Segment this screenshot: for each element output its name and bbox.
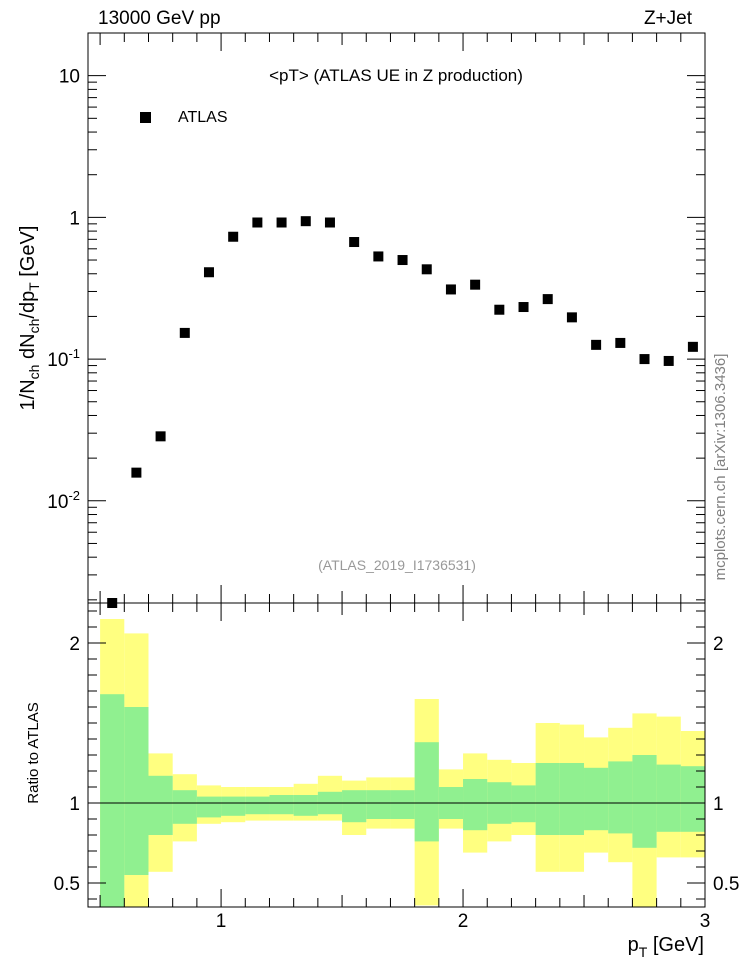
data-point: [518, 302, 529, 313]
x-tick-label: 3: [700, 911, 711, 932]
ratio-band-green-bin: [124, 707, 149, 875]
data-point: [324, 217, 335, 228]
legend-label-atlas: ATLAS: [178, 109, 228, 126]
data-point: [228, 231, 239, 242]
x-tick-label: 1: [216, 911, 227, 932]
data-point: [252, 217, 263, 228]
tick-exponent: -2: [68, 488, 80, 503]
data-point: [397, 255, 408, 266]
ratio-band-green-bin: [390, 790, 415, 819]
ratio-y-tick-label-left: 1: [69, 794, 80, 815]
ratio-band-green-bin: [293, 795, 318, 816]
data-point: [470, 279, 481, 290]
ratio-plot: 0.5 0.5 1 1 2 2 1 2 3 Ratio to ATLAS: [25, 602, 740, 932]
ratio-band-green-bin: [172, 790, 197, 824]
data-point: [203, 267, 214, 278]
ratio-band-green-bin: [535, 763, 560, 835]
main-axis-ticks: [88, 32, 706, 603]
data-point: [639, 354, 650, 365]
side-label: mcplots.cern.ch [arXiv:1306.3436]: [712, 354, 729, 581]
data-point: [566, 312, 577, 323]
main-data-points: [107, 216, 698, 608]
ylabel-part-a: 1/N: [17, 379, 39, 410]
legend-marker-atlas: [140, 112, 151, 123]
ratio-y-tick-label-right: 1: [713, 794, 724, 815]
tick-base: 10: [47, 492, 68, 513]
ratio-axis-ticks: [88, 603, 706, 907]
data-point: [300, 216, 311, 227]
data-point: [276, 217, 287, 228]
ratio-band-green-bin: [366, 790, 391, 819]
ratio-band-green-bin: [100, 694, 125, 907]
analysis-tag: (ATLAS_2019_I1736531): [318, 557, 476, 573]
xlabel-unit: [GeV]: [647, 934, 704, 956]
data-point: [591, 339, 602, 350]
xlabel-main: p: [628, 934, 639, 956]
ylabel-part-e: /dp: [17, 291, 39, 319]
ratio-y-tick-label-left: 0.5: [54, 874, 80, 895]
data-point: [663, 355, 674, 366]
x-axis-label: pT [GeV]: [628, 934, 704, 960]
ratio-band-green-bin: [584, 767, 609, 831]
ratio-band-green-bin: [463, 779, 488, 831]
data-point: [445, 284, 456, 295]
tick-base: 10: [59, 67, 80, 88]
tick-base: 1: [69, 208, 80, 229]
ratio-tick-labels: 0.5 0.5 1 1 2 2 1 2 3: [54, 634, 740, 932]
ylabel-part-c: dN: [17, 333, 39, 364]
main-y-tick-label: 10: [59, 67, 80, 88]
ratio-band-green-bin: [196, 796, 222, 818]
ratio-band-green-bin: [656, 764, 681, 832]
ratio-band-green-bin: [342, 790, 367, 823]
header-left-label: 13000 GeV pp: [98, 8, 221, 29]
ratio-band-green-bin: [680, 766, 705, 832]
data-point: [615, 337, 626, 348]
ratio-band-green-bin: [414, 742, 439, 842]
data-point: [179, 327, 190, 338]
ratio-band-green-bin: [511, 785, 536, 823]
ratio-band-green-bin: [559, 763, 585, 835]
data-point: [542, 294, 553, 305]
header-right-label: Z+Jet: [644, 8, 693, 29]
ratio-y-tick-label-left: 2: [69, 634, 80, 655]
x-tick-label: 2: [458, 911, 469, 932]
main-y-tick-label: 10-2: [47, 488, 80, 513]
ratio-band-green-bin: [221, 796, 246, 816]
ratio-y-tick-label-right: 2: [713, 634, 724, 655]
xlabel-sub: T: [639, 944, 648, 960]
tick-base: 10: [47, 350, 68, 371]
data-point: [373, 251, 384, 262]
main-y-tick-label: 1: [69, 208, 80, 229]
ratio-y-axis-label: Ratio to ATLAS: [25, 702, 42, 803]
ratio-y-tick-label-right: 0.5: [713, 874, 739, 895]
ylabel-part-b: ch: [26, 365, 42, 380]
ratio-band-green-bin: [245, 796, 270, 815]
main-chart-title: <pT> (ATLAS UE in Z production): [269, 66, 523, 85]
ratio-band-green-bin: [148, 775, 173, 835]
ratio-band-green: [100, 694, 705, 907]
ylabel-part-d: ch: [26, 319, 42, 334]
data-point: [155, 431, 166, 442]
ylabel-part-g: [GeV]: [17, 226, 39, 283]
ylabel-part-f: T: [26, 282, 42, 291]
main-y-axis-label: 1/Nch dNch/dpT [GeV]: [17, 226, 42, 411]
ratio-band-green-bin: [269, 795, 294, 815]
data-point: [494, 304, 505, 315]
data-point: [421, 264, 432, 275]
ratio-band-green-bin: [608, 761, 633, 834]
tick-exponent: -1: [68, 346, 80, 361]
legend: ATLAS: [140, 109, 228, 126]
ratio-band-green-bin: [632, 755, 657, 848]
data-point: [131, 467, 142, 478]
data-point: [687, 341, 698, 352]
data-point: [349, 237, 360, 248]
main-y-tick-label: 10-1: [47, 346, 80, 371]
